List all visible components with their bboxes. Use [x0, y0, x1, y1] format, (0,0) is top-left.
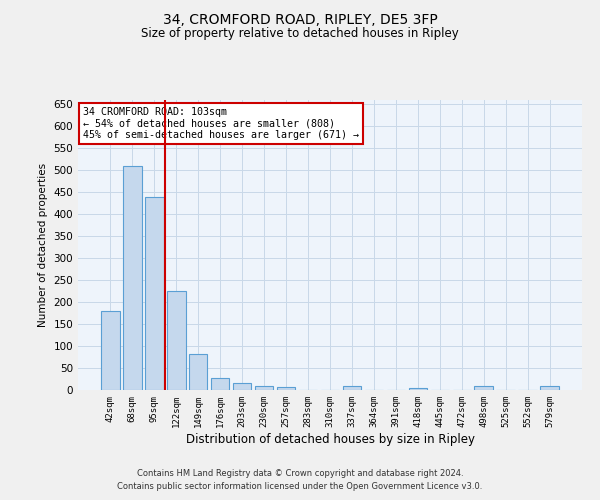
Bar [101, 311, 119, 390]
Bar [189, 354, 208, 390]
X-axis label: Distribution of detached houses by size in Ripley: Distribution of detached houses by size … [185, 432, 475, 446]
Bar [255, 386, 274, 390]
Text: 34, CROMFORD ROAD, RIPLEY, DE5 3FP: 34, CROMFORD ROAD, RIPLEY, DE5 3FP [163, 12, 437, 26]
Bar [233, 384, 251, 390]
Y-axis label: Number of detached properties: Number of detached properties [38, 163, 48, 327]
Bar [277, 388, 295, 390]
Bar [541, 386, 559, 390]
Bar [211, 378, 229, 390]
Text: Size of property relative to detached houses in Ripley: Size of property relative to detached ho… [141, 28, 459, 40]
Bar [123, 166, 142, 390]
Bar [167, 291, 185, 390]
Bar [343, 386, 361, 390]
Bar [475, 386, 493, 390]
Bar [409, 388, 427, 390]
Text: Contains public sector information licensed under the Open Government Licence v3: Contains public sector information licen… [118, 482, 482, 491]
Text: 34 CROMFORD ROAD: 103sqm
← 54% of detached houses are smaller (808)
45% of semi-: 34 CROMFORD ROAD: 103sqm ← 54% of detach… [83, 108, 359, 140]
Bar [145, 196, 164, 390]
Text: Contains HM Land Registry data © Crown copyright and database right 2024.: Contains HM Land Registry data © Crown c… [137, 468, 463, 477]
